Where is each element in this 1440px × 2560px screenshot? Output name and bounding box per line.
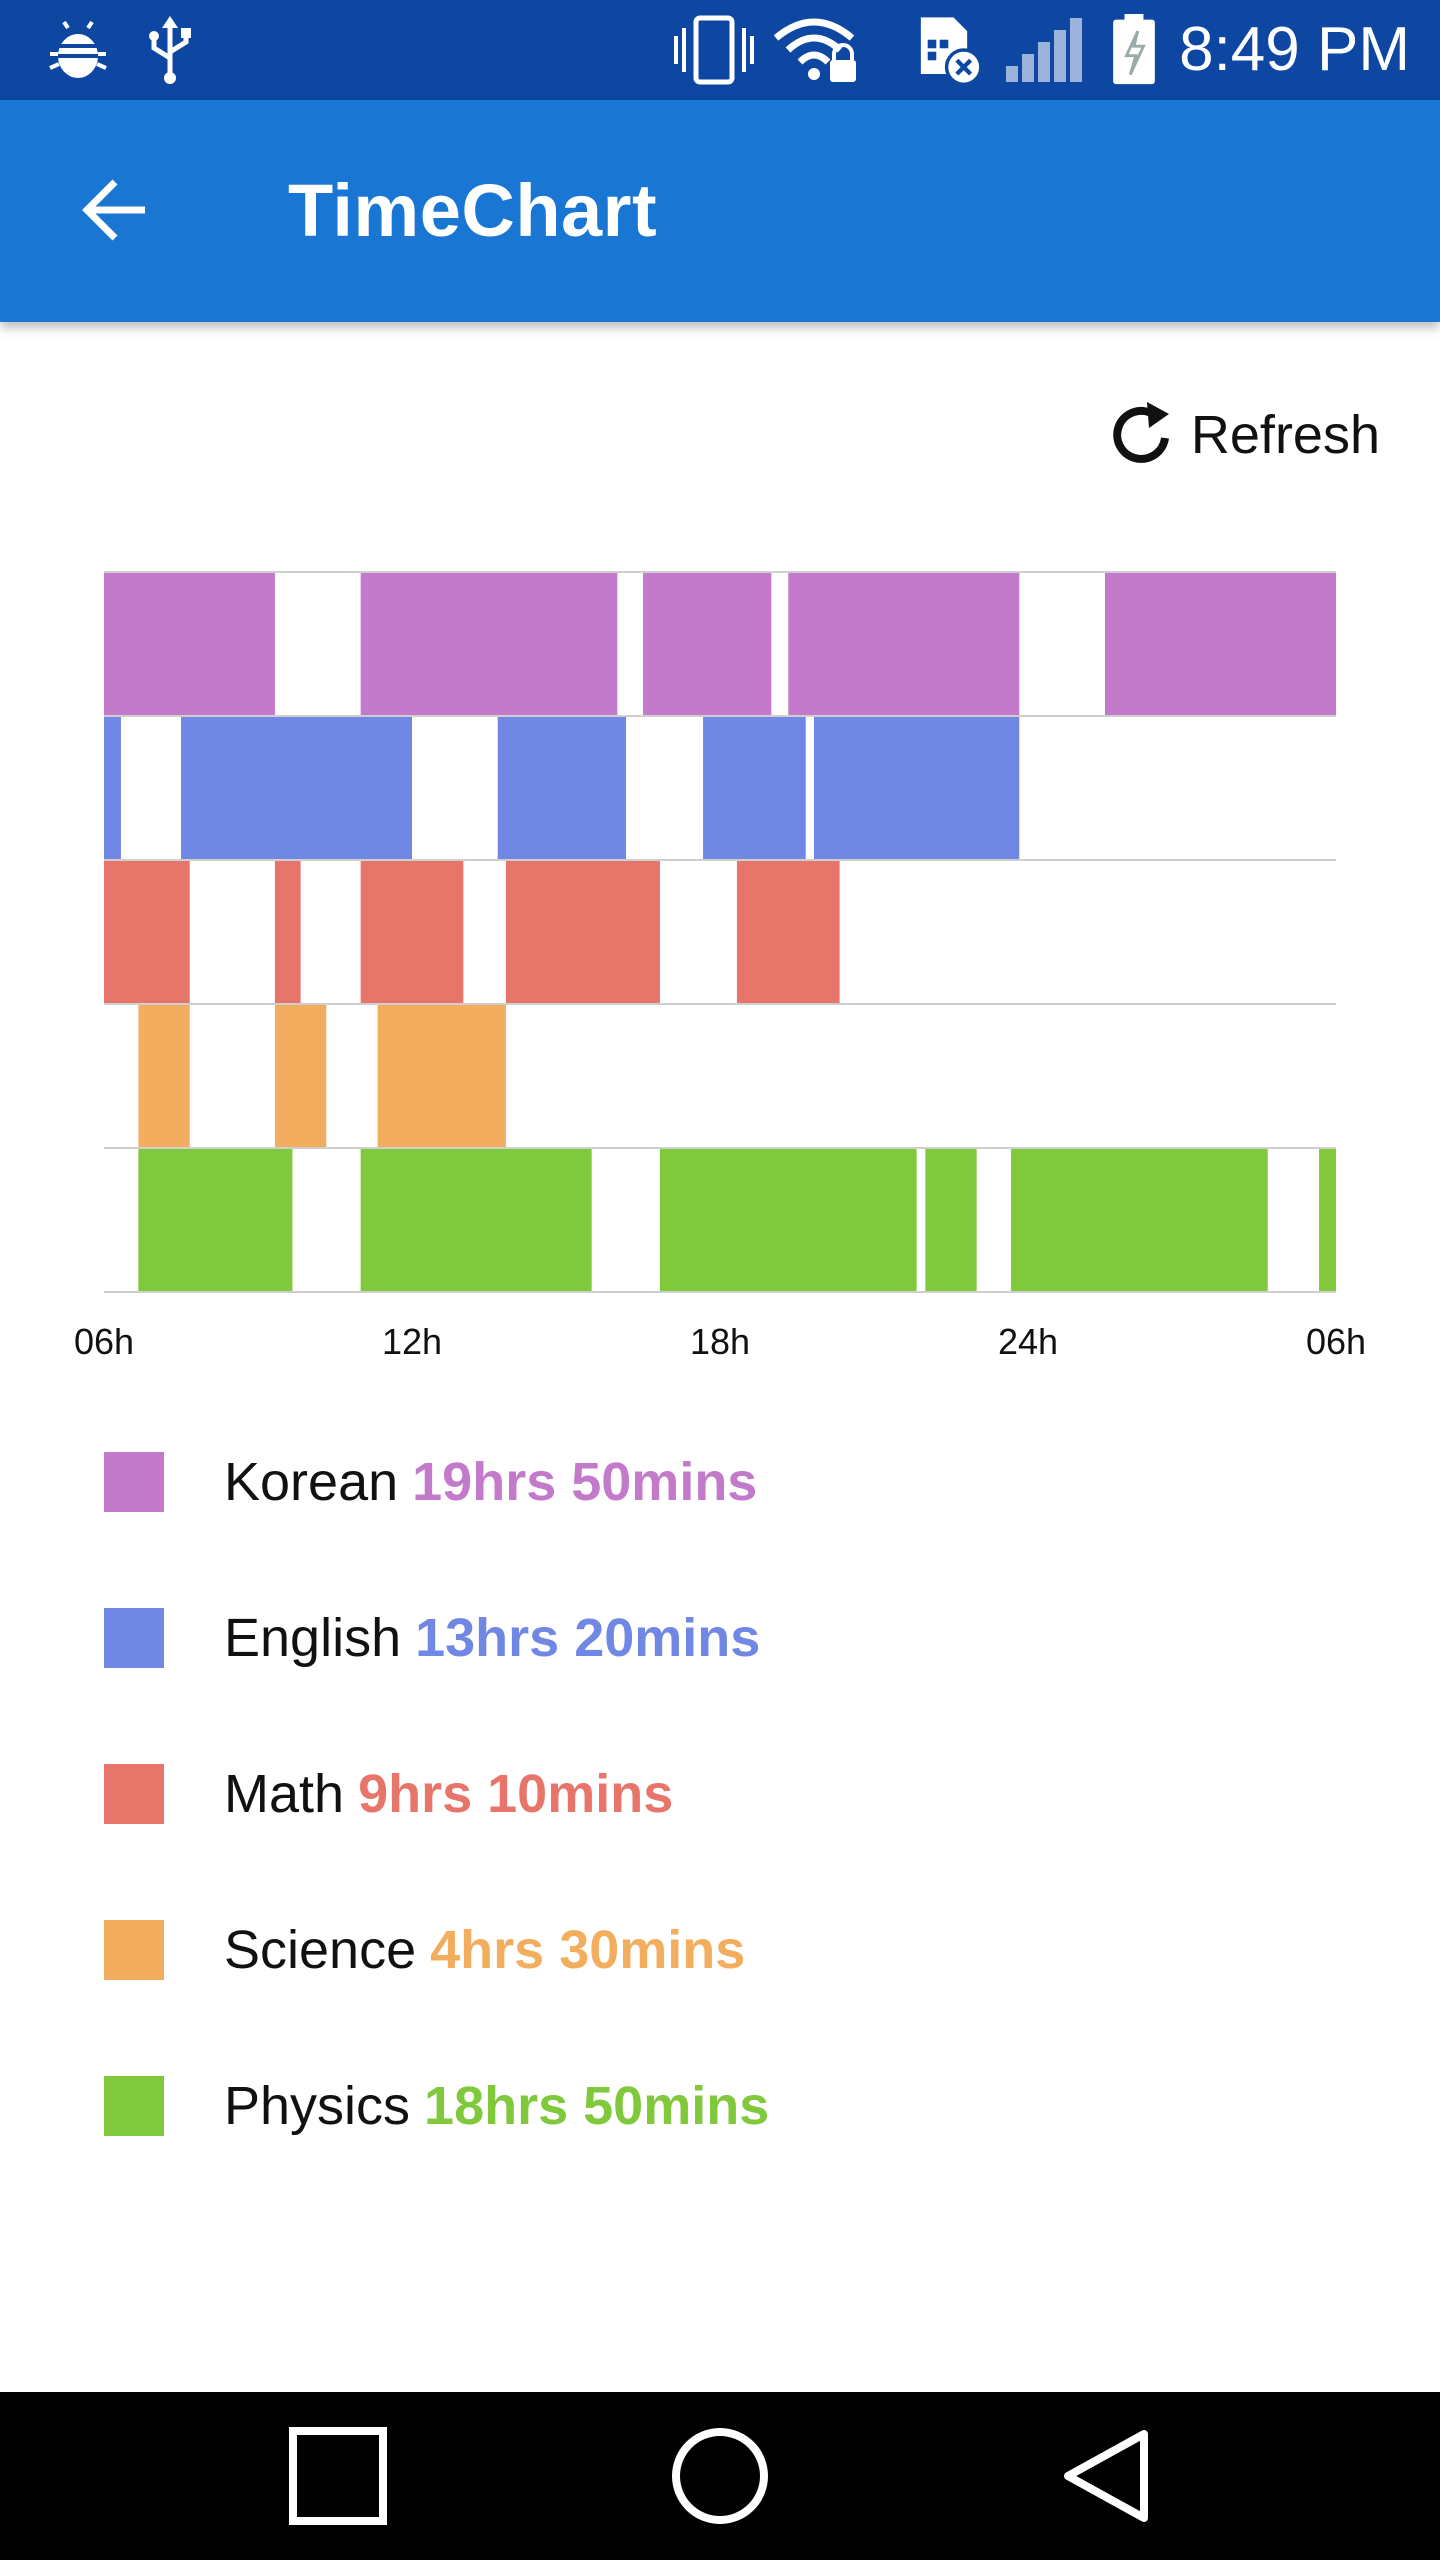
- timeline-bar-english: [497, 717, 627, 859]
- timeline-bar-physics: [925, 1149, 977, 1291]
- timeline-bar-math: [736, 861, 840, 1003]
- timeline-bar-english: [813, 717, 1020, 859]
- legend-subject: Math: [224, 1764, 345, 1824]
- recent-apps-icon: [289, 2427, 387, 2525]
- legend-swatch: [104, 2076, 164, 2136]
- home-icon: [672, 2428, 768, 2524]
- legend-label: Physics 18hrs 50mins: [224, 2068, 769, 2144]
- status-bar: 8:49 PM: [0, 0, 1440, 100]
- back-nav-button[interactable]: [1046, 2416, 1166, 2536]
- legend-duration: 4hrs 30mins: [430, 1920, 746, 1980]
- x-tick-label: 06h: [74, 1321, 134, 1362]
- legend-swatch: [104, 1452, 164, 1512]
- legend-duration: 9hrs 10mins: [358, 1764, 674, 1824]
- vibrate-icon: [674, 15, 754, 85]
- android-debug-icon: [49, 20, 107, 78]
- timeline-bar-math: [274, 861, 301, 1003]
- legend-item-science: Science 4hrs 30mins: [104, 1912, 1304, 2068]
- home-button[interactable]: [660, 2416, 780, 2536]
- timeline-bar-science: [138, 1005, 190, 1147]
- back-button[interactable]: [60, 155, 170, 265]
- battery-charging-icon: [1113, 14, 1155, 85]
- legend-duration: 19hrs 50mins: [412, 1452, 758, 1512]
- x-tick-label: 18h: [690, 1321, 750, 1362]
- page-title: TimeChart: [288, 169, 658, 252]
- timeline-bar-korean: [104, 573, 275, 715]
- time-chart: 06h 12h 18h 24h 06h: [0, 540, 1440, 1380]
- x-tick-label: 06h: [1306, 1321, 1366, 1362]
- legend-label: Science 4hrs 30mins: [224, 1912, 745, 1988]
- timeline-bar-english: [181, 717, 412, 859]
- usb-icon: [149, 16, 191, 84]
- timeline-bar-korean: [1105, 573, 1336, 715]
- time-chart-svg: 06h 12h 18h 24h 06h: [74, 571, 1366, 1362]
- wifi-lock-icon: [773, 18, 856, 82]
- legend-swatch: [104, 1764, 164, 1824]
- timeline-bar-physics: [1319, 1149, 1336, 1291]
- timeline-bar-english: [703, 717, 806, 859]
- timeline-bar-korean: [788, 573, 1020, 715]
- navigation-bar: [0, 2392, 1440, 2560]
- legend-swatch: [104, 1608, 164, 1668]
- status-clock: 8:49 PM: [1179, 15, 1410, 84]
- timeline-bar-physics: [138, 1149, 293, 1291]
- timeline-bar-science: [377, 1005, 506, 1147]
- legend-duration: 13hrs 20mins: [415, 1608, 761, 1668]
- legend-item-physics: Physics 18hrs 50mins: [104, 2068, 1304, 2224]
- recent-apps-button[interactable]: [278, 2416, 398, 2536]
- timeline-bar-physics: [1011, 1149, 1268, 1291]
- legend-label: Korean 19hrs 50mins: [224, 1444, 757, 1520]
- legend: Korean 19hrs 50mins English 13hrs 20mins M…: [104, 1444, 1304, 2224]
- refresh-icon: [1113, 402, 1169, 463]
- x-tick-label: 12h: [382, 1321, 442, 1362]
- legend-duration: 18hrs 50mins: [424, 2076, 770, 2136]
- refresh-button[interactable]: Refresh: [1107, 390, 1380, 480]
- timeline-bar-physics: [360, 1149, 592, 1291]
- signal-icon: [1006, 18, 1082, 82]
- legend-item-english: English 13hrs 20mins: [104, 1600, 1304, 1756]
- timeline-bar-science: [274, 1005, 327, 1147]
- legend-swatch: [104, 1920, 164, 1980]
- legend-label: English 13hrs 20mins: [224, 1600, 760, 1676]
- timeline-bar-math: [505, 861, 660, 1003]
- app-bar: TimeChart: [0, 100, 1440, 322]
- timeline-bar-math: [104, 861, 190, 1003]
- arrow-back-icon: [82, 179, 145, 241]
- timeline-bar-korean: [643, 573, 772, 715]
- legend-item-korean: Korean 19hrs 50mins: [104, 1444, 1304, 1600]
- timeline-bar-math: [360, 861, 464, 1003]
- legend-subject: English: [224, 1608, 402, 1668]
- legend-subject: Physics: [224, 2076, 411, 2136]
- timeline-bar-physics: [659, 1149, 917, 1291]
- legend-item-math: Math 9hrs 10mins: [104, 1756, 1304, 1912]
- refresh-label: Refresh: [1190, 405, 1380, 465]
- back-icon: [1064, 2430, 1148, 2522]
- x-tick-label: 24h: [998, 1321, 1058, 1362]
- legend-subject: Korean: [224, 1452, 399, 1512]
- legend-subject: Science: [224, 1920, 417, 1980]
- timeline-bar-english: [104, 717, 121, 859]
- legend-label: Math 9hrs 10mins: [224, 1756, 673, 1832]
- sim-error-icon: [920, 17, 983, 86]
- timeline-bar-korean: [360, 573, 618, 715]
